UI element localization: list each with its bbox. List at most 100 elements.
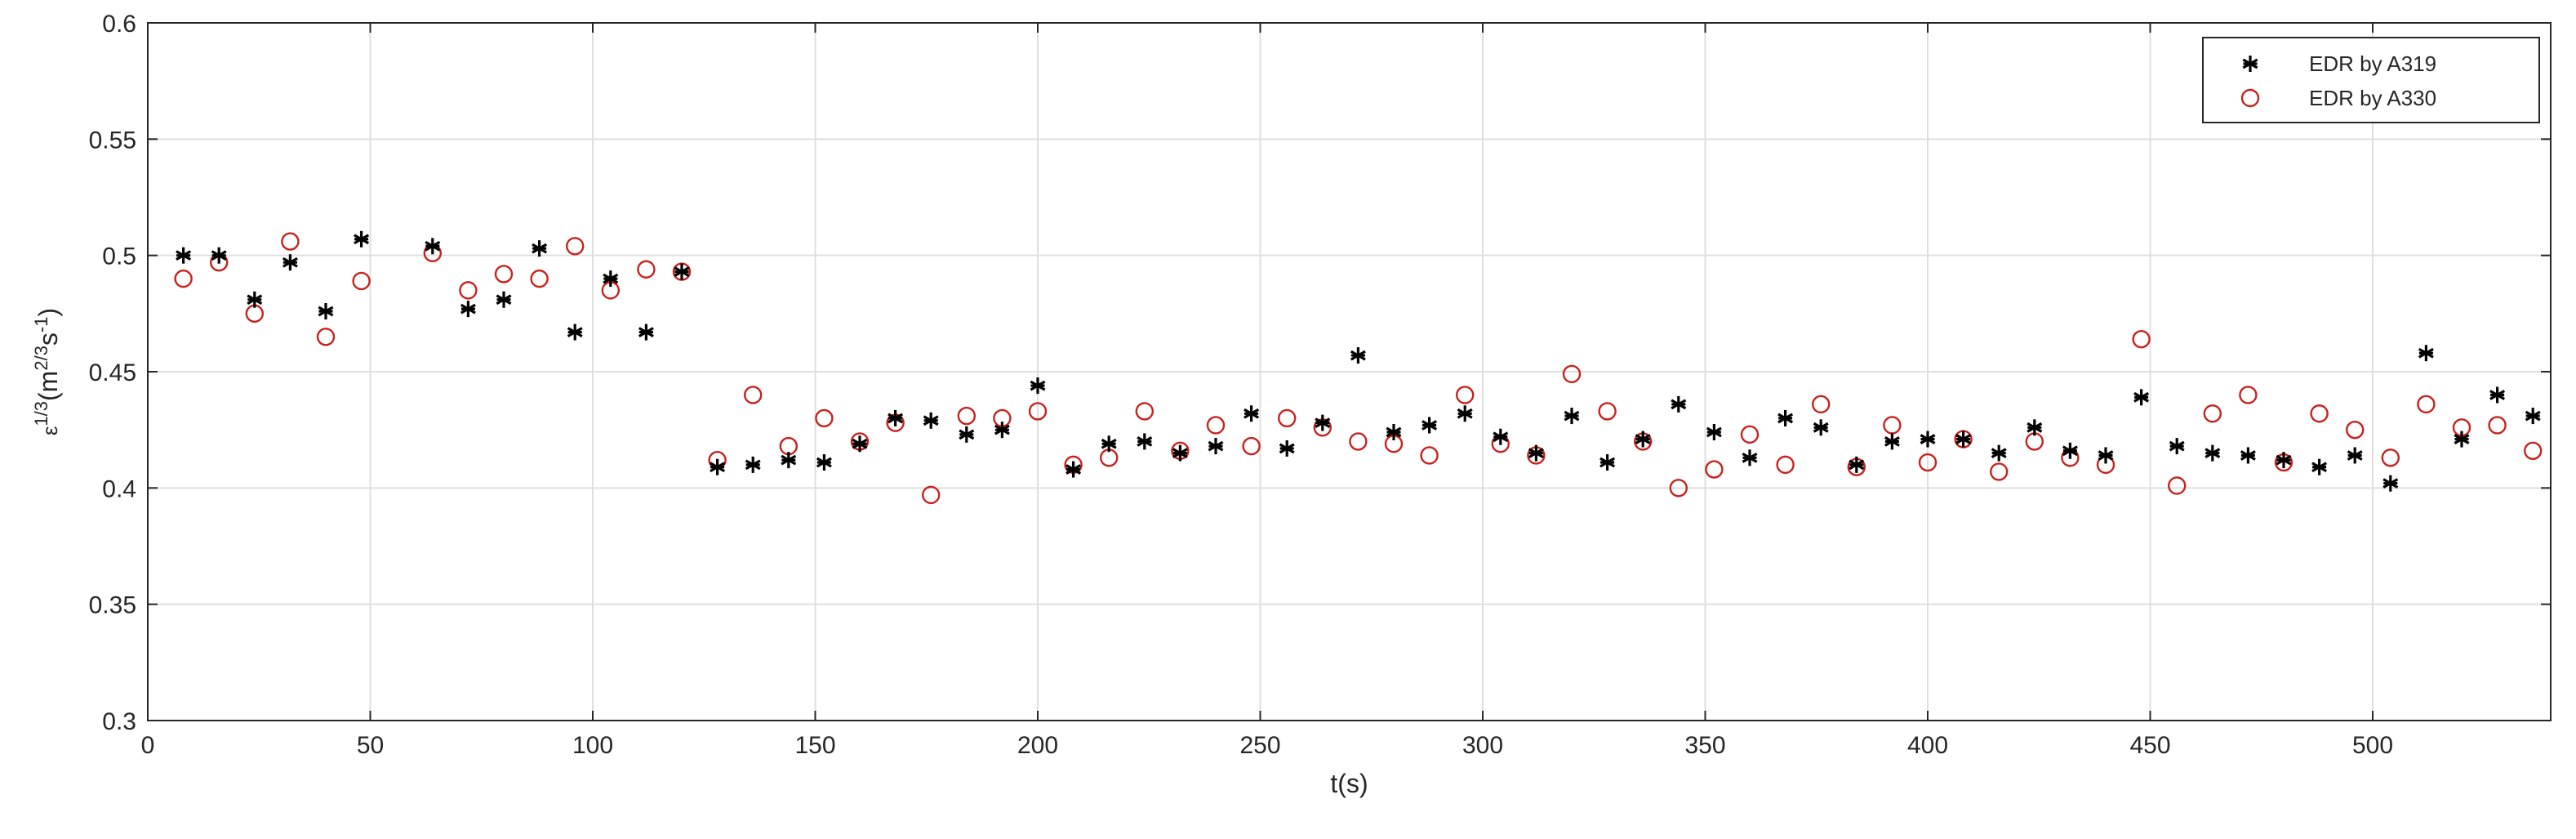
data-point-a330 [2025, 432, 2044, 451]
x-tick-label: 250 [1239, 732, 1280, 759]
y-tick-label: 0.5 [102, 243, 136, 270]
data-point-a319 [1172, 444, 1188, 462]
data-point-a319 [2382, 475, 2399, 492]
data-point-a330 [459, 281, 478, 300]
legend-circle-symbol [2240, 88, 2260, 108]
y-axis-label: ε1/3(m2/3s-1) [31, 308, 63, 435]
data-point-a319 [2418, 345, 2434, 362]
legend-marker-circle [2240, 88, 2260, 108]
data-point-a330 [1099, 449, 1119, 467]
data-point-a319 [816, 454, 832, 471]
data-point-a319 [1493, 428, 1509, 445]
x-axis-label: t(s) [1330, 769, 1368, 798]
y-label-exp1: 1/3 [31, 401, 51, 426]
data-point-a330 [2310, 404, 2329, 423]
data-point-a319 [460, 301, 476, 318]
legend-label-a319: EDR by A319 [2309, 51, 2436, 76]
data-point-a319 [425, 238, 441, 255]
data-point-a330 [779, 436, 798, 456]
data-point-a319 [888, 409, 904, 426]
data-point-a319 [2489, 386, 2506, 404]
data-point-a330 [174, 269, 193, 288]
data-point-a330 [1455, 386, 1475, 404]
data-point-a330 [1918, 453, 1938, 472]
data-point-a319 [959, 426, 975, 443]
x-tick-label: 350 [1684, 732, 1725, 759]
data-point-a330 [637, 260, 656, 279]
data-point-a319 [1528, 444, 1544, 462]
data-point-a319 [1421, 417, 1438, 434]
data-point-a319 [852, 435, 868, 453]
legend-asterisk-symbol [2242, 56, 2258, 72]
legend: EDR by A319 EDR by A330 [2202, 37, 2540, 123]
data-point-a319 [1991, 444, 2007, 462]
data-point-a330 [2345, 420, 2365, 440]
data-point-a319 [1030, 377, 1046, 395]
legend-marker-asterisk [2242, 56, 2258, 72]
x-tick-label: 450 [2129, 732, 2170, 759]
data-point-a330 [1669, 479, 1688, 498]
data-point-a319 [1066, 461, 1082, 478]
data-point-a330 [1028, 402, 1048, 421]
x-tick-label: 0 [141, 732, 155, 759]
data-point-a330 [2132, 329, 2151, 349]
data-point-a330 [1349, 432, 1368, 451]
data-point-a319 [710, 458, 726, 475]
y-tick-label: 0.35 [89, 592, 136, 619]
data-point-a319 [923, 412, 939, 429]
data-point-a319 [1813, 419, 1829, 436]
data-point-a319 [532, 240, 548, 257]
y-tick-label: 0.3 [102, 708, 136, 735]
y-label-exp2: 2/3 [31, 346, 51, 371]
data-point-a319 [2525, 408, 2541, 425]
data-point-a330 [815, 408, 834, 428]
data-point-a319 [2027, 419, 2043, 436]
data-point-a330 [2488, 416, 2507, 435]
data-point-a319 [1315, 414, 1331, 431]
y-label-close: ) [33, 308, 63, 317]
data-point-a330 [316, 328, 336, 346]
data-point-a319 [1101, 435, 1117, 453]
x-tick-label: 400 [1907, 732, 1948, 759]
y-label-mid: s [33, 332, 63, 346]
data-point-a319 [1777, 409, 1794, 426]
x-tick-label: 150 [794, 732, 835, 759]
data-point-a330 [530, 269, 549, 288]
data-point-a319 [781, 452, 797, 469]
data-point-a330 [1883, 416, 1902, 435]
data-point-a319 [1884, 433, 1900, 450]
y-tick-label: 0.6 [102, 11, 136, 38]
data-point-a319 [603, 270, 619, 288]
data-point-a319 [2454, 431, 2470, 448]
series-a330 [174, 232, 2543, 505]
x-tick-label: 500 [2352, 732, 2393, 759]
data-point-a319 [1208, 438, 1224, 455]
data-point-a319 [567, 324, 583, 341]
data-point-a319 [1955, 431, 1972, 448]
data-point-a319 [354, 230, 370, 248]
data-point-a319 [994, 422, 1010, 439]
data-point-a330 [1420, 446, 1439, 465]
data-point-a330 [494, 265, 514, 283]
data-point-a330 [1740, 425, 1760, 444]
x-tick-label: 200 [1017, 732, 1058, 759]
data-point-a319 [745, 456, 761, 473]
series-a319 [176, 230, 2541, 492]
data-point-a330 [921, 485, 941, 505]
data-point-a319 [2205, 444, 2221, 462]
data-point-a319 [1386, 424, 1402, 441]
series-layer [174, 230, 2543, 505]
data-point-a330 [1776, 455, 1795, 475]
data-point-a319 [2133, 389, 2150, 406]
data-point-a319 [1564, 408, 1580, 425]
data-point-a330 [2381, 449, 2400, 467]
data-point-a319 [674, 263, 690, 280]
data-point-a330 [1277, 408, 1297, 428]
data-point-a319 [1137, 433, 1153, 450]
data-point-a319 [1279, 440, 1295, 457]
data-point-a319 [1599, 454, 1616, 471]
x-tick-label: 100 [572, 732, 613, 759]
data-point-a319 [2098, 447, 2114, 464]
data-point-a330 [2239, 386, 2258, 404]
